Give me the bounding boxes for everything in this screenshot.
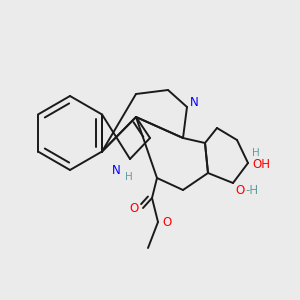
Text: O: O	[235, 184, 244, 197]
Text: -H: -H	[245, 184, 258, 197]
Text: H: H	[252, 148, 260, 158]
Text: N: N	[190, 97, 199, 110]
Text: O: O	[130, 202, 139, 215]
Text: N: N	[112, 164, 120, 178]
Text: O: O	[162, 217, 171, 230]
Text: OH: OH	[252, 158, 270, 172]
Text: H: H	[125, 172, 133, 182]
